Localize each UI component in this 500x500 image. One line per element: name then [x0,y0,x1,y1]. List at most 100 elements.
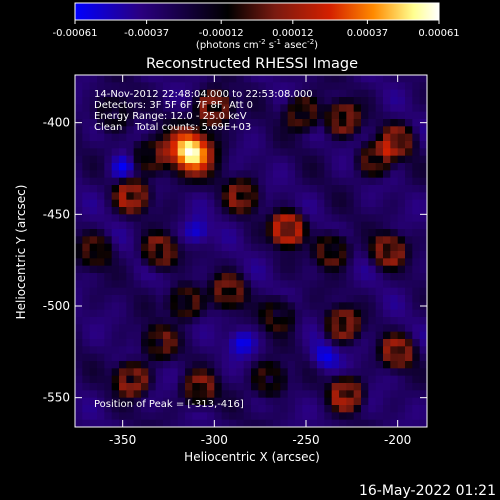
heatmap-cell [383,397,391,406]
heatmap-cell [97,265,105,274]
heatmap-cell [273,229,281,237]
heatmap-cell [221,251,230,259]
heatmap-cell [104,207,113,215]
heatmap-cell [265,361,274,369]
heatmap-cell [207,302,215,311]
heatmap-cell [295,163,303,171]
heatmap-cell [339,207,347,215]
heatmap-cell [273,104,281,113]
heatmap-cell [221,75,230,83]
heatmap-cell [258,126,267,135]
heatmap-cell [324,207,333,215]
heatmap-cell [163,331,171,340]
heatmap-cell [419,353,428,362]
heatmap-cell [97,419,105,428]
heatmap-cell [419,309,428,318]
heatmap-cell [324,390,333,399]
heatmap-cell [177,368,186,377]
heatmap-cell [236,75,245,83]
heatmap-cell [155,251,164,259]
heatmap-cell [141,317,149,325]
heatmap-cell [361,375,369,384]
heatmap-cell [97,287,105,296]
heatmap-cell [383,375,391,384]
heatmap-cell [192,229,201,237]
colorbar-tick-label: -0.00037 [124,28,169,39]
heatmap-cell [236,353,245,362]
heatmap-cell [148,317,157,325]
heatmap-cell [331,104,340,113]
heatmap-cell [368,75,377,83]
heatmap-cell [155,280,164,289]
heatmap-cell [295,170,303,179]
heatmap-cell [295,199,303,208]
heatmap-cell [383,75,391,83]
heatmap-cell [346,412,355,421]
heatmap-cell [390,236,399,245]
heatmap-cell [287,302,296,311]
heatmap-cell [324,148,333,157]
heatmap-cell [133,346,142,355]
heatmap-cell [192,199,201,208]
heatmap-cell [324,383,333,391]
heatmap-cell [214,111,223,120]
heatmap-cell [397,331,406,340]
heatmap-cell [97,89,105,98]
heatmap-cell [368,141,377,149]
heatmap-cell [199,397,208,406]
heatmap-cell [302,251,311,259]
heatmap-cell [251,309,259,318]
heatmap-cell [397,148,406,157]
heatmap-cell [104,419,113,428]
heatmap-cell [339,346,347,355]
heatmap-cell [324,214,333,223]
heatmap-cell [104,89,113,98]
heatmap-cell [331,251,340,259]
heatmap-cell [405,229,413,237]
heatmap-cell [397,353,406,362]
heatmap-cell [361,236,369,245]
heatmap-cell [229,126,237,135]
heatmap-cell [119,317,127,325]
heatmap-cell [383,405,391,413]
heatmap-cell [368,375,377,384]
heatmap-cell [148,221,157,230]
heatmap-cell [229,97,237,105]
heatmap-cell [383,221,391,230]
heatmap-cell [177,207,186,215]
heatmap-cell [273,177,281,186]
heatmap-cell [309,82,318,91]
heatmap-cell [119,339,127,347]
heatmap-cell [346,229,355,237]
heatmap-cell [148,170,157,179]
heatmap-cell [82,273,91,281]
heatmap-cell [273,361,281,369]
heatmap-cell [405,126,413,135]
heatmap-cell [324,331,333,340]
heatmap-cell [236,163,245,171]
heatmap-cell [309,412,318,421]
heatmap-cell [265,273,274,281]
heatmap-cell [324,229,333,237]
heatmap-cell [82,368,91,377]
heatmap-cell [397,339,406,347]
heatmap-cell [339,331,347,340]
heatmap-cell [119,258,127,267]
heatmap-cell [111,390,120,399]
heatmap-cell [185,192,193,201]
heatmap-cell [302,97,311,105]
heatmap-cell [133,119,142,127]
heatmap-cell [339,89,347,98]
heatmap-cell [75,375,83,384]
heatmap-cell [353,383,362,391]
heatmap-cell [324,280,333,289]
heatmap-cell [317,119,325,127]
heatmap-cell [317,221,325,230]
heatmap-cell [251,119,259,127]
heatmap-cell [390,390,399,399]
heatmap-cell [221,287,230,296]
heatmap-cell [383,324,391,333]
heatmap-cell [141,251,149,259]
heatmap-cell [273,383,281,391]
heatmap-cell [361,361,369,369]
